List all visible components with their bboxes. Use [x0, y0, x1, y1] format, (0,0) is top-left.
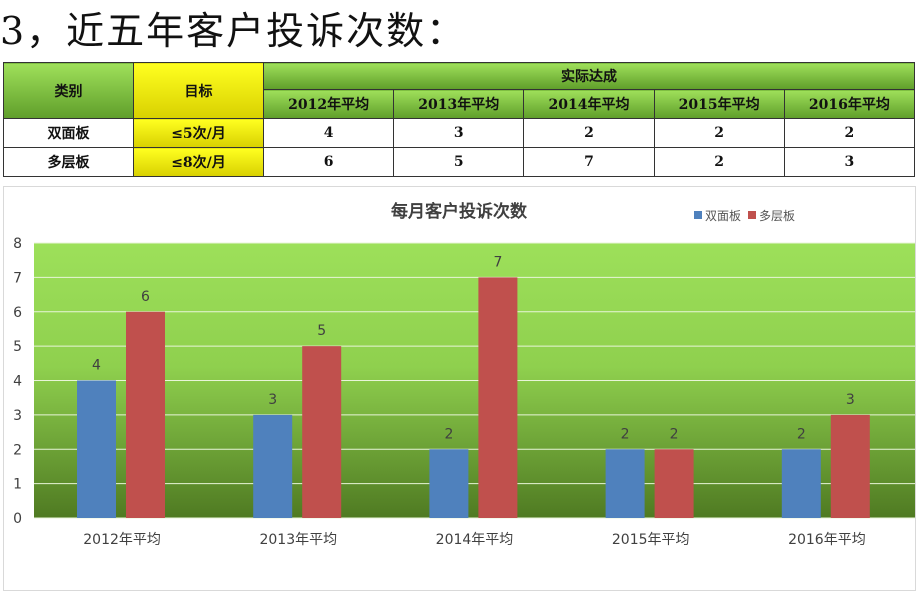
cell: 3: [783, 147, 916, 177]
bar-multilayer: [126, 311, 165, 518]
table-row: 多层板 ≤8次/月 6 5 7 2 3: [3, 147, 916, 177]
header-year: 2014年平均: [523, 89, 655, 119]
legend-label: 多层板: [759, 209, 795, 223]
data-label: 5: [317, 323, 326, 339]
x-tick-label: 2016年平均: [788, 532, 866, 548]
cell: 3: [393, 118, 525, 148]
x-tick-label: 2013年平均: [259, 532, 337, 548]
data-label: 7: [493, 254, 502, 270]
y-tick-label: 1: [13, 477, 22, 493]
cell: 7: [523, 147, 655, 177]
y-tick-label: 0: [13, 511, 22, 527]
row-target: ≤5次/月: [133, 118, 264, 148]
legend-swatch: [694, 211, 702, 219]
table-row: 双面板 ≤5次/月 4 3 2 2 2: [3, 118, 916, 148]
cell: 2: [653, 118, 785, 148]
header-target: 目标: [133, 62, 264, 119]
legend-swatch: [748, 211, 756, 219]
cell: 5: [393, 147, 525, 177]
data-label: 2: [670, 426, 679, 442]
x-tick-label: 2012年平均: [83, 532, 161, 548]
data-label: 2: [797, 426, 806, 442]
bar-double-sided: [781, 449, 821, 518]
bar-double-sided: [77, 380, 116, 518]
bar-double-sided: [253, 414, 293, 518]
y-tick-label: 6: [13, 305, 22, 321]
cell: 2: [523, 118, 655, 148]
header-year: 2015年平均: [653, 89, 785, 119]
row-name: 多层板: [3, 147, 134, 177]
header-year: 2013年平均: [393, 89, 525, 119]
data-label: 3: [846, 392, 855, 408]
bar-multilayer: [654, 449, 694, 518]
header-actual: 实际达成: [263, 62, 915, 90]
complaints-table: 类别 目标 实际达成 2012年平均 2013年平均 2014年平均 2015年…: [3, 62, 916, 177]
header-year: 2016年平均: [783, 89, 916, 119]
bar-multilayer: [478, 277, 518, 518]
bar-multilayer: [830, 414, 870, 518]
row-target: ≤8次/月: [133, 147, 264, 177]
y-tick-label: 3: [13, 408, 22, 424]
data-label: 4: [92, 358, 101, 374]
data-label: 6: [141, 289, 150, 305]
cell: 2: [653, 147, 785, 177]
cell: 2: [783, 118, 916, 148]
bar-chart: 0 1 2 3 4 5 6 7 8 2012年平均 4 6 2013年平均 3 5 2014年平均 2 7 2015…: [13, 201, 915, 548]
bar-double-sided: [605, 449, 645, 518]
bar-double-sided: [429, 449, 469, 518]
row-name: 双面板: [3, 118, 134, 148]
data-label: 2: [621, 426, 630, 442]
page-heading: 3，近五年客户投诉次数：: [0, 9, 467, 53]
chart-container: 0 1 2 3 4 5 6 7 8 2012年平均 4 6 2013年平均 3 5 2014年平均 2 7 2015…: [3, 186, 916, 591]
cell: 4: [262, 118, 395, 148]
y-tick-label: 4: [13, 374, 22, 390]
y-tick-label: 8: [13, 236, 22, 252]
cell: 6: [262, 147, 395, 177]
bar-multilayer: [302, 346, 342, 518]
chart-title: 每月客户投诉次数: [391, 201, 528, 222]
y-tick-label: 2: [13, 442, 22, 458]
legend-label: 双面板: [705, 209, 741, 223]
x-tick-label: 2014年平均: [436, 532, 514, 548]
data-label: 3: [268, 392, 277, 408]
header-category: 类别: [3, 62, 134, 119]
y-tick-label: 7: [13, 270, 22, 286]
data-label: 2: [444, 426, 453, 442]
y-tick-label: 5: [13, 339, 22, 355]
x-tick-label: 2015年平均: [612, 532, 690, 548]
header-year: 2012年平均: [262, 89, 395, 119]
